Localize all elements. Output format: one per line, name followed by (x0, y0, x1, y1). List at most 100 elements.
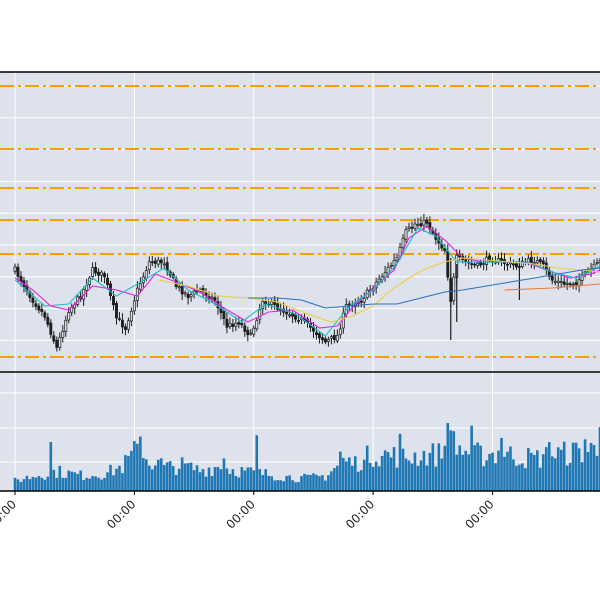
candle-body (177, 286, 181, 289)
candle-body (288, 314, 292, 317)
candle-body (55, 339, 59, 348)
volume-bar (49, 442, 53, 491)
volume-bar (255, 435, 259, 491)
candle-body (249, 332, 253, 335)
volume-bar (234, 476, 238, 491)
volume-bar (562, 441, 566, 491)
volume-bar (506, 451, 509, 491)
volume-bar (425, 465, 429, 491)
volume-bar (52, 469, 56, 491)
candle-body (126, 320, 130, 330)
volume-bar (297, 482, 300, 491)
volume-bar (368, 462, 372, 491)
candle-body (580, 273, 584, 281)
volume-bar (139, 436, 142, 491)
moving-average-line (158, 257, 600, 323)
volume-bar (362, 459, 366, 491)
volume-bar (306, 474, 309, 491)
volume-bar (124, 455, 127, 491)
volume-bar (225, 468, 229, 491)
candle-body (180, 286, 184, 295)
volume-bar (565, 465, 569, 491)
candle-body (210, 296, 214, 299)
volume-bar (94, 476, 97, 491)
volume-bar (383, 450, 387, 491)
candle-body (273, 300, 277, 305)
volume-bar (171, 466, 175, 491)
volume-bar (592, 445, 596, 491)
candle-body (270, 301, 274, 305)
candle-body (240, 322, 244, 326)
volume-bar (34, 477, 38, 491)
volume-bar (521, 463, 524, 491)
candle-body (476, 262, 480, 266)
volume-bar (82, 480, 85, 491)
volume-bar (243, 470, 247, 491)
volume-bar (413, 452, 417, 491)
candle-body (541, 260, 545, 265)
volume-bar (189, 462, 193, 491)
candle-body (556, 280, 560, 284)
volume-bar (324, 480, 327, 491)
candle-body (123, 326, 127, 330)
volume-bar (174, 474, 178, 491)
volume-bar (350, 465, 354, 491)
moving-average-line (504, 283, 600, 291)
candle-body (416, 223, 420, 226)
volume-bar (22, 479, 26, 491)
candle-body (213, 297, 217, 301)
volume-bar (216, 466, 220, 491)
volume-bar (79, 470, 82, 491)
volume-bar (574, 442, 578, 491)
volume-bar (252, 470, 256, 491)
x-tick-label: 00:00 (104, 497, 138, 531)
volume-bar (213, 467, 217, 491)
candle-body (37, 305, 41, 311)
candle-body (186, 293, 190, 299)
candle-body (183, 292, 187, 295)
volume-bar (371, 466, 375, 491)
candle-body (377, 278, 381, 283)
volume-bar (145, 459, 148, 491)
volume-bar (377, 466, 381, 491)
volume-bar (267, 475, 270, 491)
price-plot-background (0, 72, 600, 372)
volume-bar (556, 447, 560, 491)
candle-body (103, 273, 106, 278)
candle-body (28, 291, 32, 298)
volume-bar (321, 475, 324, 491)
volume-bar (488, 453, 491, 491)
volume-bar (404, 458, 408, 491)
volume-bar (168, 461, 172, 491)
candle-body (13, 266, 17, 272)
price-panel (0, 71, 600, 491)
candle-body (255, 320, 259, 330)
volume-bar (512, 459, 515, 491)
volume-bar (365, 445, 369, 491)
volume-bar (595, 455, 599, 491)
candle-body (341, 312, 345, 329)
volume-bar (550, 456, 554, 491)
candle-body (598, 260, 600, 264)
volume-bar (524, 468, 527, 491)
volume-bar (494, 463, 497, 491)
candle-body (323, 338, 327, 343)
volume-bar (273, 480, 276, 491)
candle-body (34, 303, 38, 307)
volume-bar (443, 445, 447, 491)
volume-bar (464, 450, 467, 491)
candle-body (389, 265, 393, 267)
volume-bar (73, 472, 76, 491)
volume-bar (401, 448, 405, 491)
volume-bar (228, 473, 232, 491)
candle-body (31, 297, 35, 303)
candle-body (222, 311, 226, 319)
candle-body (559, 281, 563, 283)
candle-body (132, 300, 136, 312)
candle-body (401, 237, 405, 249)
volume-bar (518, 464, 521, 491)
candle-body (329, 336, 333, 339)
volume-bar (55, 477, 59, 491)
volume-bar (288, 475, 291, 491)
candle-body (511, 263, 515, 266)
